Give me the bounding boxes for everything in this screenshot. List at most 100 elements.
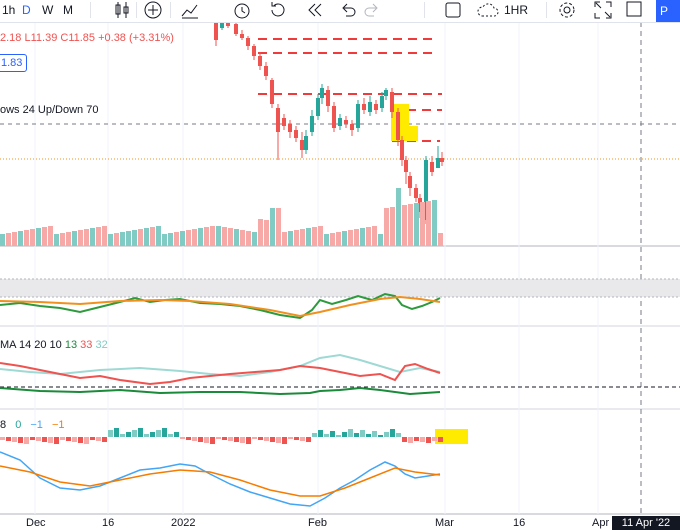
- volume-bar: [78, 230, 83, 246]
- macd-value-1: 0: [15, 419, 22, 431]
- layout-square-icon[interactable]: [443, 0, 463, 20]
- volume-series: [0, 188, 443, 246]
- ma-value-teal: 32: [95, 339, 108, 351]
- macd-bar: [234, 437, 239, 442]
- macd-bar: [42, 437, 47, 442]
- settings-icon[interactable]: [557, 0, 577, 20]
- volume-bar: [234, 229, 239, 246]
- ma-red-line: [0, 362, 441, 386]
- volume-bar: [384, 208, 389, 246]
- redo-icon[interactable]: [362, 0, 382, 20]
- macd-bar: [270, 437, 275, 442]
- volume-bar: [402, 205, 407, 246]
- time-label: 16: [513, 517, 526, 529]
- volume-bar: [132, 230, 137, 246]
- candle-body: [320, 88, 324, 98]
- volume-bar: [258, 219, 263, 246]
- highlight-marker: [435, 429, 468, 444]
- fullscreen-icon[interactable]: [593, 0, 613, 20]
- oscillator-green-line: [0, 292, 441, 320]
- candle-body: [264, 66, 268, 76]
- alert-icon[interactable]: [232, 0, 252, 20]
- time-label: 16: [102, 517, 115, 529]
- volume-bar: [60, 233, 65, 246]
- macd-bar: [192, 437, 197, 441]
- interval-m[interactable]: M: [63, 3, 73, 17]
- macd-bar: [180, 437, 185, 439]
- macd-bar: [216, 437, 221, 439]
- oscillator-orange-line: [0, 295, 441, 318]
- macd-bar: [390, 429, 395, 437]
- volume-bar: [150, 227, 155, 246]
- volume-bar: [222, 227, 227, 246]
- candle-body: [246, 38, 250, 46]
- macd-bar: [276, 437, 281, 443]
- interval-dropdown[interactable]: 1HR: [504, 3, 529, 17]
- volume-bar: [318, 226, 323, 246]
- macd-bar: [306, 437, 311, 442]
- volume-bar: [312, 227, 317, 246]
- add-indicator-icon[interactable]: [143, 0, 163, 20]
- macd-bar: [312, 433, 317, 437]
- replay-icon[interactable]: [268, 0, 288, 20]
- chart-type-icon[interactable]: [180, 0, 200, 20]
- macd-bar: [324, 434, 329, 437]
- macd-bar: [426, 437, 431, 443]
- macd-bar: [282, 437, 287, 444]
- rewind-icon[interactable]: [305, 0, 325, 20]
- macd-bar: [420, 437, 425, 442]
- macd-bar: [300, 437, 305, 441]
- interval-d[interactable]: D: [22, 3, 31, 17]
- interval-w[interactable]: W: [42, 3, 54, 17]
- macd-bar: [24, 437, 29, 444]
- macd-bar: [348, 429, 353, 437]
- macd-bar: [168, 434, 173, 437]
- volume-bar: [240, 230, 245, 246]
- oscillator-band: [0, 279, 680, 297]
- volume-bar: [324, 234, 329, 246]
- undo-icon[interactable]: [338, 0, 358, 20]
- volume-bar: [66, 232, 71, 246]
- macd-bar: [48, 437, 53, 443]
- volume-bar: [108, 234, 113, 246]
- volume-bar: [342, 231, 347, 246]
- macd-bar: [210, 437, 215, 444]
- volume-bar: [210, 226, 215, 246]
- time-label: 2022: [171, 517, 196, 529]
- volume-bar: [18, 231, 23, 246]
- publish-button[interactable]: P: [656, 0, 680, 22]
- candle-body: [362, 104, 366, 110]
- macd-bar: [366, 434, 371, 437]
- snapshot-icon[interactable]: [624, 0, 644, 20]
- candle-body: [332, 106, 336, 128]
- candle-body: [252, 46, 256, 56]
- candle-body: [396, 112, 400, 140]
- volume-bar: [348, 230, 353, 246]
- macd-signal-line: [0, 465, 441, 497]
- macd-bar: [162, 428, 167, 437]
- volume-bar: [0, 234, 5, 246]
- candle-body: [350, 124, 354, 130]
- price-input-box[interactable]: 1.83: [0, 54, 28, 72]
- cloud-save-icon[interactable]: [477, 0, 499, 20]
- volume-bar: [294, 230, 299, 246]
- candle-body: [304, 136, 308, 150]
- volume-bar: [198, 228, 203, 246]
- macd-bar: [156, 430, 161, 437]
- volume-bar: [330, 233, 335, 246]
- candle-body: [316, 98, 320, 116]
- volume-bar: [252, 232, 257, 246]
- interval-1h[interactable]: 1h: [2, 3, 16, 17]
- cursor-date-badge: 11 Apr '22: [612, 516, 680, 530]
- volume-bar: [396, 188, 401, 246]
- candles-icon[interactable]: [112, 0, 132, 20]
- volume-bar: [360, 228, 365, 246]
- volume-legend: ows 24 Up/Down 70: [0, 104, 99, 116]
- candle-body: [356, 104, 360, 128]
- candle-body: [258, 56, 262, 66]
- volume-bar: [96, 227, 101, 246]
- candle-body: [338, 118, 342, 126]
- macd-bar: [108, 430, 113, 437]
- candle-body: [220, 22, 224, 28]
